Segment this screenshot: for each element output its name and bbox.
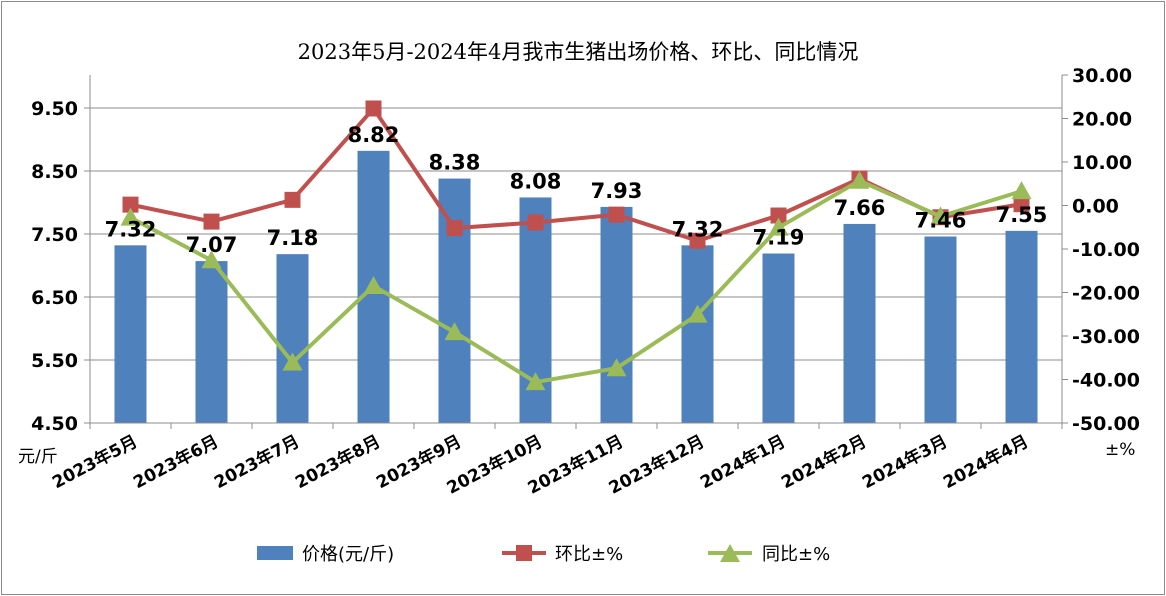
x-category-label: 2023年8月 (292, 431, 384, 493)
x-category-label: 2023年7月 (211, 431, 303, 493)
price-bar (114, 245, 147, 423)
left-tick-label: 8.50 (31, 161, 78, 183)
yoy-point (687, 304, 708, 323)
price-data-label: 8.82 (348, 123, 400, 147)
yoy-point (120, 207, 141, 226)
yoy-point (606, 358, 627, 377)
price-data-label: 8.38 (429, 151, 481, 175)
price-bars (114, 150, 1038, 423)
mom-point (203, 213, 220, 230)
data-labels: 7.32 7.07 7.18 8.82 8.38 8.08 7.93 7.32 7.19 7.66… (105, 123, 1048, 257)
legend-label-price: 价格(元/斤) (302, 544, 394, 565)
price-data-label: 7.18 (267, 226, 319, 250)
legend-swatch-price (257, 546, 293, 560)
price-bar (843, 223, 876, 423)
left-tick-label: 5.50 (31, 350, 78, 372)
mom-point (608, 206, 625, 223)
mom-point (365, 100, 382, 117)
yoy-point (930, 206, 951, 225)
x-category-label: 2024年3月 (859, 431, 951, 493)
price-bar (681, 245, 714, 423)
right-tick-label: 30.00 (1072, 65, 1132, 87)
mom-point (689, 232, 706, 249)
right-tick-label: 0.00 (1072, 196, 1119, 218)
yoy-point (201, 250, 222, 269)
x-category-label: 2024年1月 (697, 431, 789, 493)
price-bar (600, 206, 633, 423)
mom-point (527, 214, 544, 231)
mom-point (122, 196, 139, 213)
price-bar (1005, 230, 1038, 423)
price-data-label: 7.66 (834, 196, 886, 220)
legend-marker-mom (516, 545, 532, 561)
legend: 价格(元/斤) 环比±% 同比±% (257, 544, 830, 565)
right-tick-label: -20.00 (1072, 283, 1140, 305)
yoy-point (768, 217, 789, 236)
yoy-point (849, 170, 870, 189)
y-left-unit: 元/斤 (18, 447, 58, 467)
right-tick-label: -10.00 (1072, 239, 1140, 261)
x-category-label: 2023年6月 (130, 431, 222, 493)
gridlines (90, 107, 1062, 361)
left-tick-label: 7.50 (31, 224, 78, 246)
chart-title: 2023年5月-2024年4月我市生猪出场价格、环比、同比情况 (298, 40, 859, 64)
x-category-label: 2023年5月 (49, 431, 141, 493)
left-tick-label: 6.50 (31, 287, 78, 309)
left-tick-label: 9.50 (31, 98, 78, 120)
right-tick-label: -40.00 (1072, 370, 1140, 392)
price-data-label: 7.19 (753, 226, 805, 250)
x-category-label: 2024年2月 (778, 431, 870, 493)
price-data-label: 7.93 (591, 179, 643, 203)
price-bar (438, 178, 471, 423)
mom-point (284, 191, 301, 208)
y-right-unit: ±% (1105, 440, 1135, 460)
yoy-point (363, 275, 384, 294)
price-data-label: 7.07 (186, 233, 238, 257)
price-data-label: 8.08 (510, 169, 562, 193)
price-bar (195, 261, 228, 423)
mom-point (446, 220, 463, 237)
legend-label-yoy: 同比±% (762, 544, 830, 565)
mom-point (770, 207, 787, 224)
legend-marker-yoy (720, 544, 740, 562)
price-data-label: 7.46 (915, 209, 967, 233)
ratio-lines (120, 100, 1032, 391)
yoy-line (129, 178, 1023, 385)
yoy-point (525, 372, 546, 391)
yoy-point (282, 352, 303, 371)
right-tick-label: 20.00 (1072, 109, 1132, 131)
price-bar (924, 236, 957, 423)
mom-line (130, 106, 1022, 243)
right-tick-label: -30.00 (1072, 326, 1140, 348)
price-data-label: 7.55 (996, 203, 1048, 227)
mom-point (1013, 196, 1030, 213)
price-data-label: 7.32 (672, 217, 724, 241)
price-data-label: 7.32 (105, 217, 157, 241)
right-tick-label: 10.00 (1072, 152, 1132, 174)
x-category-label: 2024年4月 (940, 431, 1032, 493)
right-tick-label: -50.00 (1072, 413, 1140, 435)
left-tick-label: 4.50 (31, 413, 78, 435)
yoy-point (1011, 181, 1032, 200)
price-bar (762, 253, 795, 423)
price-bar (276, 254, 309, 423)
yoy-point (444, 322, 465, 341)
legend-label-mom: 环比±% (555, 544, 623, 565)
